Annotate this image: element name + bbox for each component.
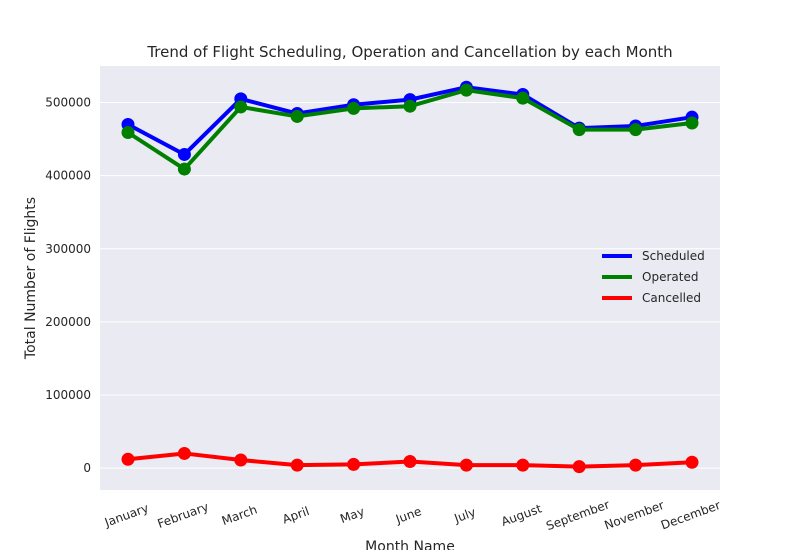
series-operated	[121, 83, 699, 176]
x-tick-label: March	[220, 502, 259, 528]
data-point	[629, 123, 643, 137]
data-point	[516, 91, 530, 105]
x-tick-label: May	[338, 504, 366, 526]
data-point	[403, 99, 417, 113]
data-point	[121, 126, 135, 140]
y-tick-label: 300000	[45, 242, 91, 256]
x-tick-label: November	[603, 498, 667, 533]
legend: Scheduled Operated Cancelled	[602, 249, 705, 305]
chart-title: Trend of Flight Scheduling, Operation an…	[146, 43, 672, 61]
x-tick-label: April	[281, 504, 312, 527]
data-point	[121, 452, 135, 466]
y-tick-label: 400000	[45, 169, 91, 183]
y-axis-label: Total Number of Flights	[23, 197, 39, 360]
x-axis-label: Month Name	[365, 539, 455, 550]
series-cancelled	[121, 446, 699, 474]
x-tick-label: July	[452, 505, 478, 526]
x-tick-labels: January February March April May June July Augu…	[102, 497, 722, 533]
legend-label: Cancelled	[642, 291, 701, 305]
x-tick-label: January	[102, 501, 150, 530]
data-point	[572, 460, 586, 474]
data-point	[629, 458, 643, 472]
data-point	[234, 100, 248, 114]
data-point	[234, 453, 248, 467]
data-point	[685, 455, 699, 469]
data-point	[177, 147, 191, 161]
legend-label: Operated	[642, 270, 698, 284]
y-tick-label: 500000	[45, 96, 91, 110]
legend-label: Scheduled	[642, 249, 705, 263]
y-tick-labels: 0 100000 200000 300000 400000 500000	[45, 96, 91, 476]
data-point	[347, 457, 361, 471]
x-tick-label: June	[393, 504, 423, 526]
data-point	[572, 123, 586, 137]
series-layer	[121, 80, 699, 474]
x-tick-label: August	[499, 501, 544, 529]
data-point	[516, 458, 530, 472]
data-point	[459, 458, 473, 472]
data-point	[290, 458, 304, 472]
y-tick-label: 100000	[45, 388, 91, 402]
data-point	[347, 101, 361, 115]
data-point	[177, 446, 191, 460]
x-tick-label: December	[659, 498, 722, 532]
x-tick-label: February	[156, 500, 211, 531]
y-tick-label: 0	[83, 461, 91, 475]
data-point	[290, 109, 304, 123]
data-point	[459, 83, 473, 97]
data-point	[685, 116, 699, 130]
y-tick-label: 200000	[45, 315, 91, 329]
data-point	[403, 454, 417, 468]
x-tick-label: September	[544, 497, 611, 533]
data-point	[177, 162, 191, 176]
